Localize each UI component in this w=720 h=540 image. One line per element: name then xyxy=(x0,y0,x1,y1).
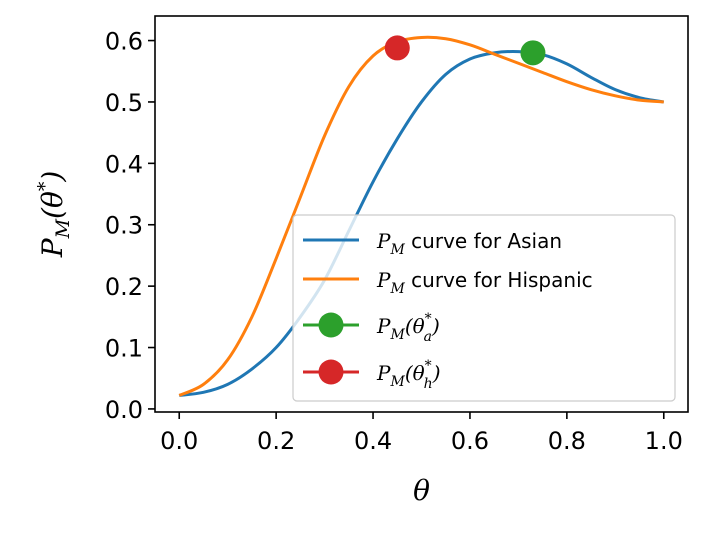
legend-math-sub: M xyxy=(389,281,405,297)
legend-math-p: P xyxy=(376,229,391,253)
legend-swatch-marker-theta-a xyxy=(318,312,344,338)
y-axis-label-close: ) xyxy=(36,171,69,183)
axes: 0.0 0.2 0.4 0.6 0.8 1.0 0.0 0.1 0.2 0.3 0.4 0.5 0.6 θ… xyxy=(34,15,689,507)
legend-math-p: P xyxy=(376,268,391,292)
x-tick-label: 0.2 xyxy=(257,427,295,455)
legend-close: ) xyxy=(432,361,441,385)
y-axis-label-p: P xyxy=(36,237,69,258)
legend-open: (θ xyxy=(405,314,425,338)
legend-rest: curve for Asian xyxy=(405,229,562,253)
x-tick-label: 1.0 xyxy=(645,427,683,455)
x-axis-label: θ xyxy=(413,474,430,507)
legend-sub2: a xyxy=(424,329,432,345)
legend-math-sub: M xyxy=(389,327,405,343)
legend-rest: curve for Hispanic xyxy=(405,268,593,292)
legend-sup: * xyxy=(425,358,432,374)
legend-math-p: P xyxy=(376,314,391,338)
legend-label-theta-h: PM(θ* h) xyxy=(376,358,441,392)
y-axis-label-open: (θ xyxy=(36,191,69,219)
legend-label-hispanic: PM curve for Hispanic xyxy=(376,268,593,297)
x-tick-label: 0.0 xyxy=(160,427,198,455)
legend-label-asian: PM curve for Asian xyxy=(376,229,562,258)
legend-math-sub: M xyxy=(389,374,405,390)
y-tick-label: 0.5 xyxy=(105,89,143,117)
y-tick-label: 0.1 xyxy=(105,335,143,363)
legend-sub2: h xyxy=(424,376,433,392)
legend-box xyxy=(292,214,676,402)
x-tick-label: 0.6 xyxy=(451,427,489,455)
y-axis-label-sup: * xyxy=(34,181,56,191)
y-tick-label: 0.2 xyxy=(105,273,143,301)
legend-sup: * xyxy=(425,311,432,327)
axes-frame xyxy=(154,15,689,413)
y-tick-label: 0.4 xyxy=(105,150,143,178)
y-tick-label: 0.3 xyxy=(105,212,143,240)
legend-math-p: P xyxy=(376,361,391,385)
marker-point-theta-a xyxy=(520,40,546,66)
legend-open: (θ xyxy=(405,361,425,385)
marker-point-theta-h xyxy=(384,35,410,61)
legend-label-theta-a: PM(θ* a) xyxy=(376,311,440,345)
x-tick-label: 0.4 xyxy=(354,427,392,455)
x-tick-label: 0.8 xyxy=(548,427,586,455)
series-line-hispanic xyxy=(178,35,664,397)
y-tick-label: 0.6 xyxy=(105,28,143,56)
plot-area xyxy=(178,35,665,397)
y-axis-label: PM(θ*) xyxy=(34,171,74,259)
y-axis-label-sub: M xyxy=(52,218,74,239)
legend-close: ) xyxy=(431,314,440,338)
y-tick-label: 0.0 xyxy=(105,396,143,424)
series-line-asian xyxy=(179,49,665,397)
legend-swatch-marker-theta-h xyxy=(318,359,344,385)
legend-math-sub: M xyxy=(389,242,405,258)
